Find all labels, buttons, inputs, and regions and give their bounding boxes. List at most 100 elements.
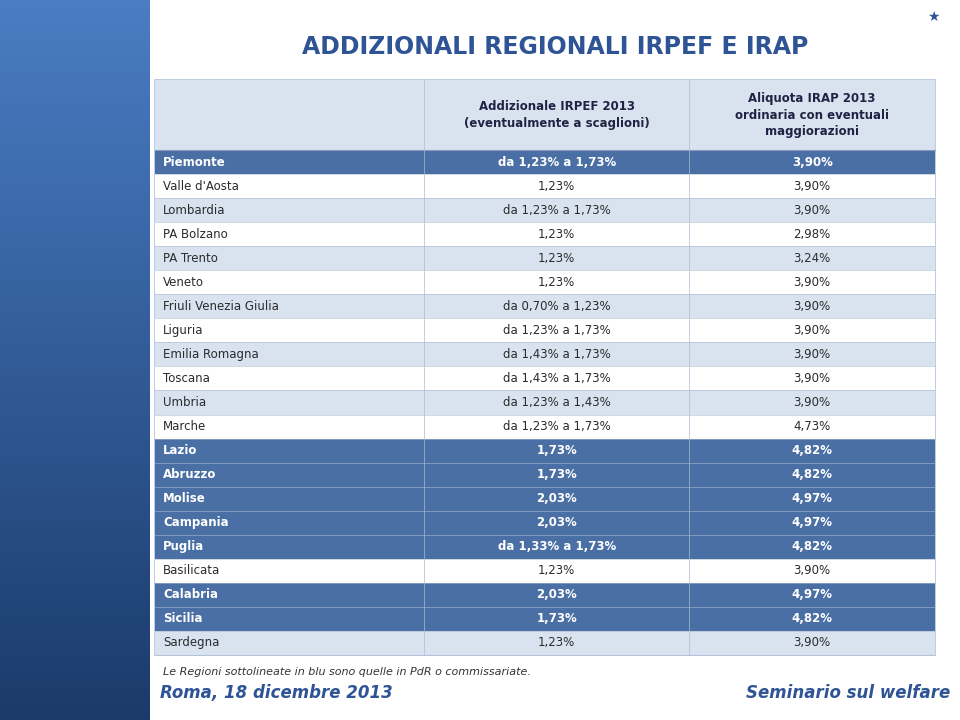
Text: 3,90%: 3,90% bbox=[794, 276, 830, 289]
Bar bbox=[0, 144, 150, 148]
Text: Marche: Marche bbox=[163, 420, 206, 433]
Bar bbox=[155, 174, 935, 198]
Text: 3,90%: 3,90% bbox=[794, 636, 830, 649]
Bar bbox=[0, 583, 150, 587]
Bar bbox=[0, 378, 150, 382]
Bar bbox=[0, 176, 150, 180]
Bar bbox=[0, 608, 150, 612]
Bar bbox=[0, 605, 150, 608]
Bar bbox=[0, 407, 150, 410]
Bar bbox=[0, 324, 150, 328]
Text: 1,23%: 1,23% bbox=[538, 252, 575, 265]
Bar bbox=[155, 463, 935, 487]
Bar bbox=[0, 169, 150, 173]
Bar bbox=[0, 691, 150, 695]
Bar bbox=[0, 558, 150, 562]
Text: PA Trento: PA Trento bbox=[163, 252, 218, 265]
Bar bbox=[155, 222, 935, 246]
Bar bbox=[0, 11, 150, 14]
Bar bbox=[155, 294, 935, 318]
Bar bbox=[155, 438, 935, 463]
Bar bbox=[155, 246, 935, 270]
Bar bbox=[0, 320, 150, 324]
Bar bbox=[0, 601, 150, 605]
Bar bbox=[0, 436, 150, 439]
Bar bbox=[0, 670, 150, 673]
Bar bbox=[0, 464, 150, 468]
Text: 3,90%: 3,90% bbox=[794, 324, 830, 337]
Bar bbox=[155, 198, 935, 222]
Text: 1,23%: 1,23% bbox=[538, 276, 575, 289]
Text: 3,90%: 3,90% bbox=[794, 300, 830, 312]
Bar bbox=[0, 7, 150, 11]
Bar bbox=[0, 137, 150, 140]
Text: 3,90%: 3,90% bbox=[794, 179, 830, 192]
Bar bbox=[0, 659, 150, 662]
Bar bbox=[0, 119, 150, 122]
Bar bbox=[0, 450, 150, 454]
Bar bbox=[0, 281, 150, 284]
Bar bbox=[0, 216, 150, 220]
Bar bbox=[0, 263, 150, 266]
Bar bbox=[0, 155, 150, 158]
Bar bbox=[0, 644, 150, 648]
Bar bbox=[0, 22, 150, 25]
Bar bbox=[155, 510, 935, 535]
Text: Abruzzo: Abruzzo bbox=[163, 468, 216, 481]
Bar bbox=[155, 343, 935, 366]
Bar bbox=[0, 133, 150, 137]
Bar bbox=[0, 4, 150, 7]
Text: Le Regioni sottolineate in blu sono quelle in PdR o commissariate.: Le Regioni sottolineate in blu sono quel… bbox=[163, 667, 531, 677]
Bar bbox=[0, 86, 150, 90]
Bar bbox=[0, 29, 150, 32]
Bar bbox=[0, 209, 150, 212]
Bar bbox=[155, 559, 935, 583]
Text: 3,90%: 3,90% bbox=[794, 396, 830, 409]
Bar bbox=[0, 439, 150, 443]
Text: 2,98%: 2,98% bbox=[794, 228, 830, 240]
Bar bbox=[0, 126, 150, 130]
Bar bbox=[0, 50, 150, 54]
Bar bbox=[0, 421, 150, 425]
Bar bbox=[0, 122, 150, 126]
Bar bbox=[0, 277, 150, 281]
Bar bbox=[0, 403, 150, 407]
Bar bbox=[0, 428, 150, 432]
Bar bbox=[155, 415, 935, 438]
Text: Seminario sul welfare: Seminario sul welfare bbox=[746, 684, 950, 702]
Text: Valle d'Aosta: Valle d'Aosta bbox=[163, 179, 239, 192]
Bar bbox=[0, 0, 150, 4]
Bar bbox=[0, 587, 150, 590]
Text: 1,73%: 1,73% bbox=[537, 613, 577, 626]
Bar bbox=[0, 238, 150, 241]
Bar bbox=[0, 598, 150, 601]
Bar bbox=[0, 292, 150, 295]
Bar bbox=[0, 673, 150, 677]
Bar bbox=[0, 418, 150, 421]
Bar bbox=[0, 526, 150, 529]
Bar bbox=[155, 535, 935, 559]
Text: 2,03%: 2,03% bbox=[537, 492, 577, 505]
Bar bbox=[155, 487, 935, 510]
Bar bbox=[0, 580, 150, 583]
Bar bbox=[0, 666, 150, 670]
Bar bbox=[0, 115, 150, 119]
Bar bbox=[0, 619, 150, 623]
Bar bbox=[0, 479, 150, 482]
Text: 1,23%: 1,23% bbox=[538, 179, 575, 192]
Bar bbox=[0, 630, 150, 634]
Bar bbox=[0, 461, 150, 464]
Bar bbox=[0, 47, 150, 50]
Text: 4,82%: 4,82% bbox=[792, 444, 832, 457]
Bar bbox=[0, 508, 150, 511]
Bar bbox=[0, 716, 150, 720]
Text: 1,73%: 1,73% bbox=[537, 444, 577, 457]
Bar bbox=[0, 414, 150, 418]
Bar bbox=[0, 425, 150, 428]
Bar bbox=[0, 400, 150, 403]
Text: da 1,43% a 1,73%: da 1,43% a 1,73% bbox=[503, 348, 611, 361]
Bar bbox=[0, 536, 150, 540]
Bar bbox=[0, 432, 150, 436]
Bar bbox=[0, 637, 150, 641]
Bar bbox=[0, 223, 150, 227]
